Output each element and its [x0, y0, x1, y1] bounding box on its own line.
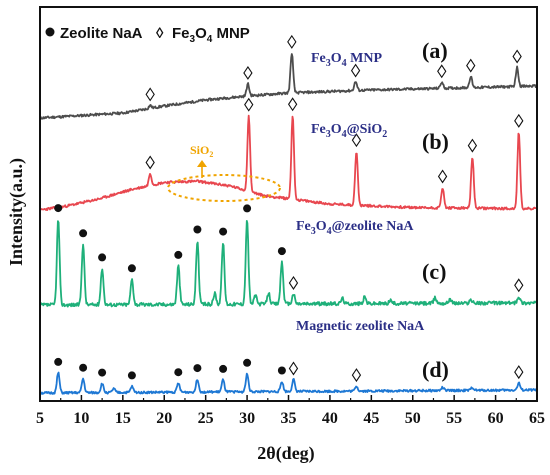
panel-letter-a: (a)	[422, 38, 448, 63]
panel-letter-c: (c)	[422, 259, 446, 284]
series-label-a: Fe3O4 MNP	[311, 51, 382, 69]
series-2	[39, 204, 538, 308]
y-axis-label: Intensity(a.u.)	[6, 158, 27, 266]
series-line-3	[39, 371, 538, 395]
fe3o4-marker-3-14	[514, 365, 524, 380]
zeolite-marker-2-7	[219, 227, 228, 236]
series-3	[39, 357, 538, 395]
x-tick-label-30: 30	[239, 410, 255, 427]
zeolite-marker-3-5	[174, 368, 183, 377]
series-line-2	[39, 220, 538, 308]
fe3o4-marker-1-0	[145, 155, 155, 170]
legend-marker-zeolite	[45, 27, 55, 37]
x-tick-label-10: 10	[73, 410, 89, 427]
plot-frame	[39, 6, 538, 402]
x-tick-label-60: 60	[488, 410, 504, 427]
zeolite-marker-3-4	[127, 371, 136, 380]
zeolite-marker-3-8	[243, 358, 252, 367]
series-label-d: Magnetic zeolite NaA	[296, 319, 425, 334]
fe3o4-marker-1-1	[244, 97, 254, 112]
x-tick-label-25: 25	[198, 410, 214, 427]
sio2-label: SiO2	[190, 143, 213, 159]
fe3o4-marker-1-4	[437, 169, 448, 184]
fe3o4-marker-1-6	[514, 113, 524, 128]
zeolite-marker-3-2	[98, 368, 107, 377]
plot-layer	[39, 34, 538, 395]
zeolite-marker-3-6	[193, 364, 202, 373]
fe3o4-marker-0-0	[145, 87, 155, 102]
zeolite-marker-3-7	[219, 364, 228, 373]
series-labels: Fe3O4 MNP Fe3O4@SiO2 Fe3O4@zeolite NaA M…	[296, 38, 449, 382]
sio2-arrowhead	[197, 160, 207, 167]
x-axis: 5 10 15 20 25 30 35 40 45 50 55 60 65	[36, 395, 545, 427]
zeolite-marker-2-8	[243, 204, 252, 213]
fe3o4-marker-1-5	[467, 138, 478, 153]
panel-letter-b: (b)	[422, 129, 449, 154]
legend: Zeolite NaA ◊ Fe3O4 MNP	[45, 25, 250, 45]
fe3o4-marker-3-10	[288, 361, 299, 376]
fe3o4-marker-0-3	[350, 63, 361, 78]
fe3o4-marker-0-6	[512, 49, 522, 64]
series-label-b: Fe3O4@SiO2	[311, 122, 387, 140]
fe3o4-marker-1-3	[351, 133, 362, 148]
zeolite-marker-2-0	[54, 204, 63, 213]
x-tick-label-50: 50	[405, 410, 421, 427]
legend-marker-fe3o4: ◊	[156, 25, 164, 42]
fe3o4-marker-0-2	[287, 34, 297, 49]
series-label-c: Fe3O4@zeolite NaA	[296, 219, 414, 237]
sio2-annotation: SiO2	[167, 143, 281, 202]
panel-letter-d: (d)	[422, 357, 449, 382]
x-tick-label-55: 55	[446, 410, 462, 427]
zeolite-marker-2-3	[127, 264, 136, 273]
fe3o4-marker-2-19	[514, 278, 524, 293]
series-0	[39, 34, 538, 120]
x-tick-label-15: 15	[115, 410, 131, 427]
x-tick-label-5: 5	[36, 410, 44, 427]
x-tick-label-35: 35	[281, 410, 297, 427]
zeolite-marker-3-1	[79, 363, 88, 372]
x-tick-label-20: 20	[156, 410, 172, 427]
sio2-ellipse	[167, 174, 281, 202]
x-tick-label-40: 40	[322, 410, 338, 427]
x-tick-label-45: 45	[363, 410, 379, 427]
fe3o4-marker-1-2	[287, 97, 298, 112]
x-axis-label: 2θ(deg)	[257, 443, 314, 464]
x-tick-label-65: 65	[529, 410, 545, 427]
zeolite-marker-3-0	[54, 357, 63, 366]
zeolite-marker-2-2	[98, 253, 107, 262]
series-line-1	[39, 114, 538, 212]
zeolite-marker-2-4	[174, 250, 183, 259]
series-1	[39, 97, 538, 212]
legend-label-zeolite: Zeolite NaA	[60, 25, 143, 42]
fe3o4-marker-3-11	[351, 368, 362, 383]
fe3o4-marker-0-4	[437, 64, 447, 79]
zeolite-marker-2-11	[277, 247, 286, 256]
fe3o4-marker-0-5	[466, 58, 476, 73]
zeolite-marker-2-5	[193, 225, 202, 234]
zeolite-marker-3-9	[277, 366, 286, 375]
fe3o4-marker-0-1	[243, 65, 253, 80]
fe3o4-marker-2-12	[288, 275, 299, 290]
legend-label-fe3o4: Fe3O4 MNP	[172, 25, 250, 45]
zeolite-marker-2-1	[79, 229, 88, 238]
series-line-0	[39, 53, 538, 120]
